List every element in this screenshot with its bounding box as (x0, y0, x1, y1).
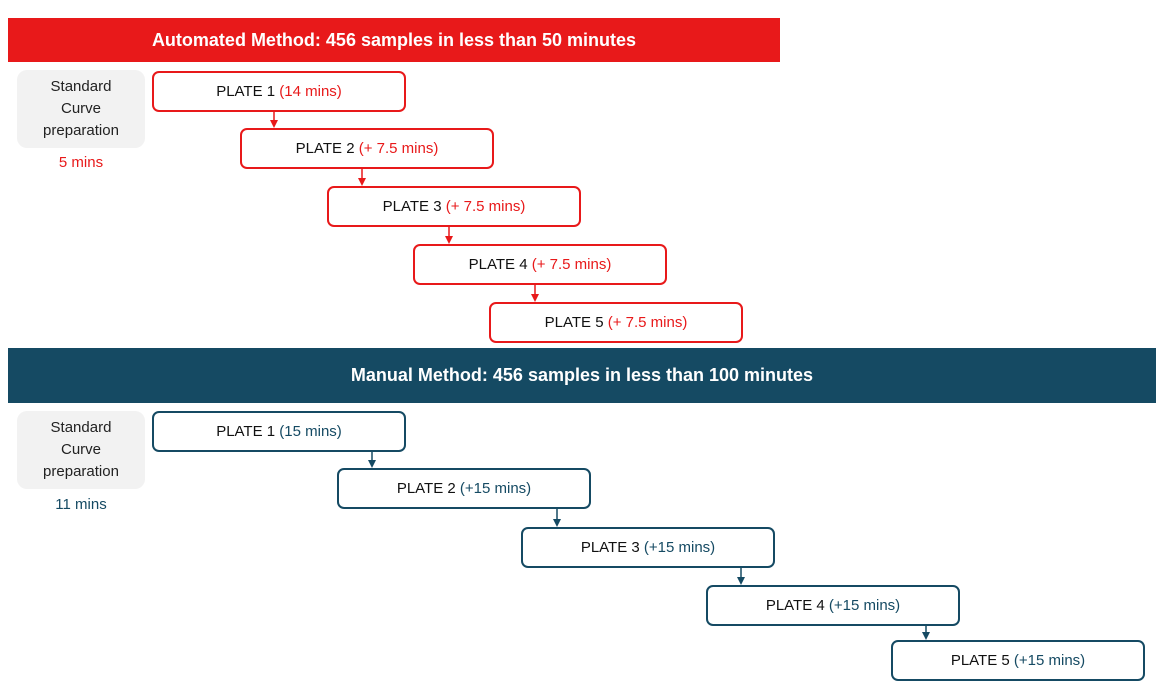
prep-time: 5 mins (58, 154, 104, 171)
section-header: Manual Method: 456 samples in less than … (8, 348, 1156, 403)
plate-label: PLATE 4 (765, 597, 825, 614)
plate-box: PLATE 1 (15 mins) (152, 411, 406, 452)
plate-time: (+15 mins) (1013, 652, 1086, 669)
plate-time: (+ 7.5 mins) (607, 314, 688, 331)
plate-label: PLATE 2 (295, 140, 355, 157)
plate-box: PLATE 3 (+15 mins) (521, 527, 775, 568)
prep-box: Standard Curve preparation (17, 70, 145, 148)
plate-time: (+ 7.5 mins) (531, 256, 612, 273)
arrow (737, 568, 745, 585)
plate-box: PLATE 4 (+ 7.5 mins) (413, 244, 667, 285)
plate-time: (15 mins) (279, 423, 342, 440)
plate-time: (+15 mins) (643, 539, 716, 556)
arrow (553, 509, 561, 527)
arrow (445, 227, 453, 244)
arrow (270, 112, 278, 128)
plate-time: (+15 mins) (459, 480, 532, 497)
plate-box: PLATE 2 (+15 mins) (337, 468, 591, 509)
plate-time: (14 mins) (279, 83, 342, 100)
plate-label: PLATE 1 (216, 423, 276, 440)
section-header: Automated Method: 456 samples in less th… (8, 18, 780, 62)
arrow (358, 169, 366, 186)
plate-box: PLATE 5 (+15 mins) (891, 640, 1145, 681)
plate-box: PLATE 2 (+ 7.5 mins) (240, 128, 494, 169)
prep-box: Standard Curve preparation (17, 411, 145, 489)
plate-label: PLATE 1 (216, 83, 276, 100)
plate-box: PLATE 5 (+ 7.5 mins) (489, 302, 743, 343)
arrow (531, 285, 539, 302)
plate-label: PLATE 3 (382, 198, 442, 215)
plate-box: PLATE 4 (+15 mins) (706, 585, 960, 626)
plate-time: (+ 7.5 mins) (445, 198, 526, 215)
plate-label: PLATE 2 (396, 480, 456, 497)
arrow (922, 626, 930, 640)
plate-label: PLATE 3 (580, 539, 640, 556)
prep-time: 11 mins (55, 496, 107, 513)
plate-time: (+ 7.5 mins) (358, 140, 439, 157)
arrow (368, 452, 376, 468)
plate-label: PLATE 5 (544, 314, 604, 331)
plate-box: PLATE 1 (14 mins) (152, 71, 406, 112)
plate-box: PLATE 3 (+ 7.5 mins) (327, 186, 581, 227)
plate-label: PLATE 4 (468, 256, 528, 273)
plate-time: (+15 mins) (828, 597, 901, 614)
plate-label: PLATE 5 (950, 652, 1010, 669)
